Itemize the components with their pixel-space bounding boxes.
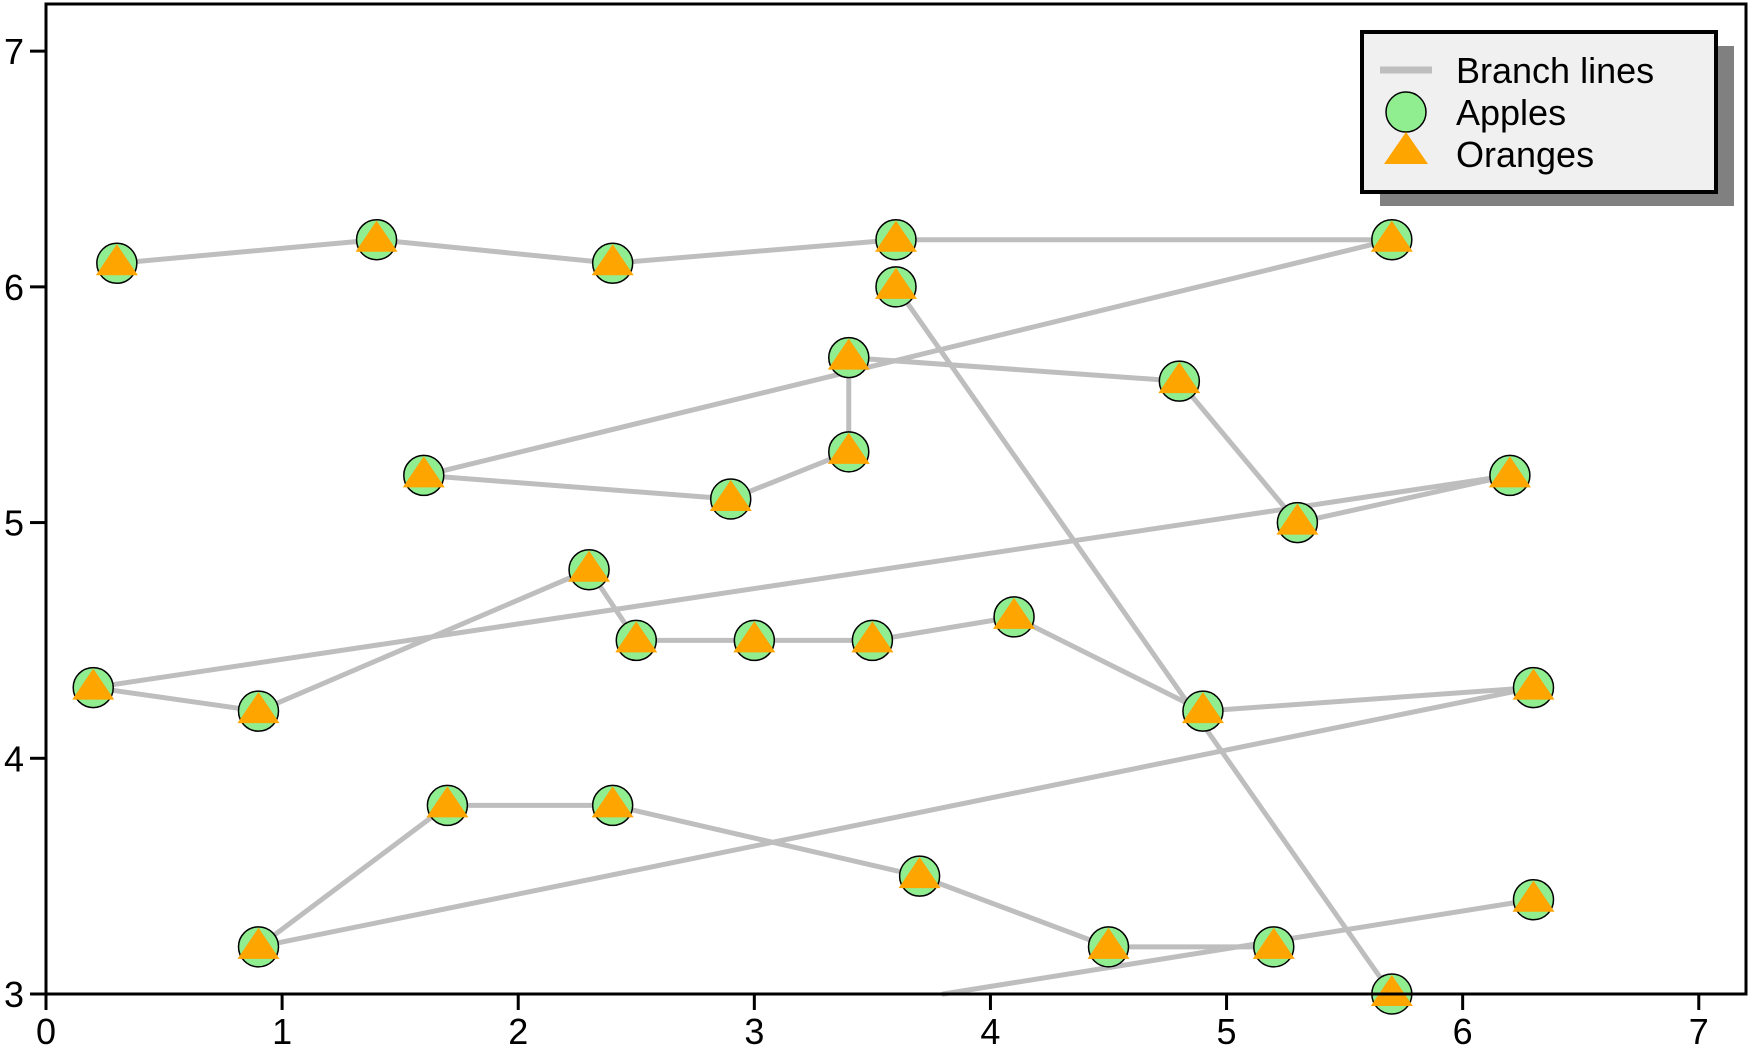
y-tick-label: 4 — [4, 738, 24, 779]
orange-point — [1512, 668, 1555, 700]
orange-point — [1512, 880, 1555, 912]
orange-point — [827, 432, 870, 464]
orange-point — [993, 597, 1036, 629]
orange-point — [1370, 975, 1413, 1006]
x-tick-label: 1 — [272, 1011, 292, 1050]
x-axis: 0 1 2 3 4 5 6 7 — [36, 994, 1709, 1050]
orange-point — [355, 220, 398, 252]
legend-label-branch-lines: Branch lines — [1456, 50, 1654, 91]
legend-apples-swatch — [1385, 91, 1427, 133]
y-tick-label: 6 — [4, 267, 24, 308]
orange-point — [1252, 927, 1295, 959]
branch-line-2 — [940, 897, 1536, 997]
orange-point — [733, 621, 776, 653]
orange-point — [875, 220, 917, 252]
x-tick-label: 0 — [36, 1011, 56, 1050]
orange-point — [615, 621, 658, 653]
legend: Branch lines Apples Oranges — [1360, 30, 1734, 206]
orange-point — [898, 857, 941, 889]
orange-point — [568, 550, 611, 582]
x-tick-label: 5 — [1217, 1011, 1237, 1050]
y-axis: 3 4 5 6 7 — [4, 31, 46, 1015]
orange-point — [426, 786, 469, 818]
orange-point — [237, 692, 280, 724]
y-tick-label: 3 — [4, 974, 24, 1015]
orange-point — [709, 480, 752, 511]
apples-layer — [72, 218, 1555, 1015]
x-tick-label: 3 — [744, 1011, 764, 1050]
y-tick-label: 5 — [4, 503, 24, 544]
branch-line-0 — [90, 237, 1536, 950]
x-tick-label: 4 — [980, 1011, 1000, 1050]
y-tick-label: 7 — [4, 31, 24, 72]
orange-point — [1181, 692, 1224, 724]
x-tick-label: 6 — [1453, 1011, 1473, 1050]
oranges-layer — [72, 220, 1555, 1006]
orange-point — [827, 338, 870, 370]
legend-label-oranges: Oranges — [1456, 134, 1594, 175]
orange-point — [1087, 927, 1130, 959]
orange-point — [591, 244, 634, 276]
legend-label-apples: Apples — [1456, 92, 1566, 133]
orange-point — [1276, 503, 1319, 535]
x-tick-label: 2 — [508, 1011, 528, 1050]
x-tick-label: 7 — [1689, 1011, 1709, 1050]
orange-point — [237, 927, 280, 959]
orange-point — [1370, 220, 1413, 252]
orange-point — [95, 244, 138, 276]
orange-point — [591, 786, 634, 818]
orange-point — [402, 456, 445, 488]
legend-oranges-swatch — [1384, 132, 1428, 164]
orange-point — [1158, 362, 1201, 394]
branch-line-1 — [893, 284, 1395, 997]
orange-point — [1488, 456, 1531, 488]
branch-lines-layer — [90, 237, 1536, 997]
orange-point — [72, 668, 115, 700]
plot-frame — [44, 2, 1748, 996]
orange-point — [875, 267, 917, 299]
orange-point — [851, 621, 894, 653]
